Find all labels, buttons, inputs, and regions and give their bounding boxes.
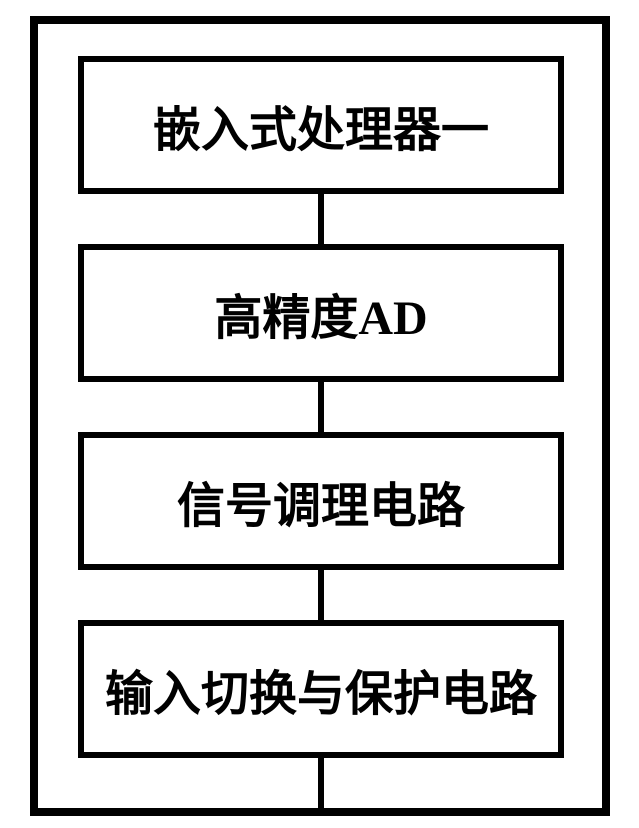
flow-block-b2: 高精度AD	[78, 244, 564, 382]
connector-b3-b4	[318, 570, 324, 620]
connector-b1-b2	[318, 194, 324, 244]
flow-block-label: 信号调理电路	[177, 466, 465, 536]
flow-block-label: 嵌入式处理器一	[153, 90, 489, 160]
connector-b2-b3	[318, 382, 324, 432]
flow-block-label: 高精度AD	[214, 278, 427, 348]
flow-block-b1: 嵌入式处理器一	[78, 56, 564, 194]
flow-block-b3: 信号调理电路	[78, 432, 564, 570]
flow-block-b4: 输入切换与保护电路	[78, 620, 564, 758]
flow-block-label: 输入切换与保护电路	[105, 654, 537, 724]
connector-b4-frame-bottom	[318, 758, 324, 812]
